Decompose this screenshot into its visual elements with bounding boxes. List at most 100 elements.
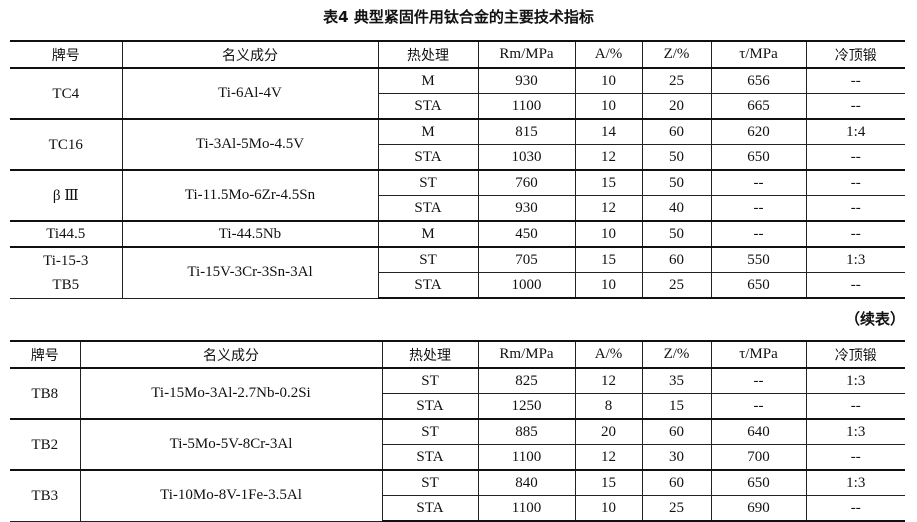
- z-cell: 25: [641, 272, 712, 299]
- tau-cell: --: [710, 220, 807, 248]
- cold-cell: --: [805, 393, 905, 420]
- composition-cell: Ti-3Al-5Mo-4.5V: [121, 118, 379, 171]
- table-body: TC4 Ti-6Al-4V M 930 10 25 656 -- STA 1100 10 20 665-…: [10, 67, 905, 299]
- tau-cell: --: [710, 169, 807, 196]
- column-header: 牌号: [10, 340, 81, 369]
- column-header: 冷顶锻: [805, 340, 905, 369]
- rm-cell: 930: [477, 67, 576, 94]
- treatment-cell: ST: [381, 418, 479, 445]
- cold-cell: --: [805, 444, 905, 471]
- table-row: TC4 Ti-6Al-4V M 930 10 25 656 --: [10, 67, 905, 120]
- header-row: 牌号 名义成分 热处理 Rm/MPa A/% Z/% τ/MPa 冷顶锻: [10, 340, 905, 369]
- rm-cell: 705: [477, 246, 576, 273]
- cold-cell: --: [805, 169, 905, 196]
- composition-cell: Ti-6Al-4V: [121, 67, 379, 120]
- cold-cell: 1:4: [805, 118, 905, 145]
- rm-cell: 1250: [477, 393, 576, 420]
- z-cell: 60: [641, 118, 712, 145]
- tau-cell: 656: [710, 67, 807, 94]
- column-header: Rm/MPa: [477, 40, 576, 69]
- a-cell: 10: [574, 495, 643, 522]
- column-header: 名义成分: [79, 340, 383, 369]
- composition-cell: Ti-11.5Mo-6Zr-4.5Sn: [121, 169, 379, 222]
- tau-cell: 650: [710, 272, 807, 299]
- rm-cell: 815: [477, 118, 576, 145]
- grade-cell: Ti-15-3 TB5: [10, 246, 123, 299]
- tau-cell: --: [710, 367, 807, 394]
- treatment-cell: ST: [377, 169, 479, 196]
- cold-cell: --: [805, 495, 905, 522]
- treatment-cell: STA: [378, 195, 479, 222]
- table-row: Ti-15-3 TB5 Ti-15V-3Cr-3Sn-3Al ST 705 15 60 550…: [10, 246, 905, 299]
- z-cell: 35: [641, 367, 712, 394]
- rm-cell: 1030: [477, 144, 576, 171]
- rm-cell: 840: [477, 469, 576, 496]
- grade-cell: TC4: [10, 67, 123, 120]
- z-cell: 40: [641, 195, 712, 222]
- grade-cell: TC16: [10, 118, 123, 171]
- cold-cell: 1:3: [805, 469, 905, 496]
- table-row: TC16 Ti-3Al-5Mo-4.5V M 815 14 60 620 1:4: [10, 118, 905, 171]
- a-cell: 20: [574, 418, 643, 445]
- z-cell: 60: [641, 469, 712, 496]
- z-cell: 50: [641, 220, 712, 248]
- cold-cell: --: [805, 220, 905, 248]
- treatment-cell: STA: [378, 93, 479, 120]
- grade-cell: TB2: [10, 418, 81, 471]
- column-header: 牌号: [10, 40, 123, 69]
- composition-cell: Ti-10Mo-8V-1Fe-3.5Al: [79, 469, 383, 522]
- composition-cell: Ti-15V-3Cr-3Sn-3Al: [121, 246, 379, 299]
- treatment-cell: M: [377, 118, 479, 145]
- treatment-cell: M: [377, 67, 479, 94]
- cold-cell: 1:3: [805, 246, 905, 273]
- a-cell: 10: [574, 220, 643, 248]
- tau-cell: 550: [710, 246, 807, 273]
- column-header: 热处理: [381, 340, 479, 369]
- column-header: Rm/MPa: [477, 340, 576, 369]
- a-cell: 8: [574, 393, 643, 420]
- table-row: Ti44.5 Ti-44.5Nb M 450 10 50 -- --: [10, 220, 905, 248]
- a-cell: 15: [574, 169, 643, 196]
- grade-cell: TB8: [10, 367, 81, 420]
- rm-cell: 450: [477, 220, 576, 248]
- grade-cell: TB3: [10, 469, 81, 522]
- treatment-cell: STA: [382, 495, 479, 522]
- treatment-cell: ST: [381, 469, 479, 496]
- table-row: STA 1250 8 15 -- --: [10, 393, 905, 420]
- a-cell: 12: [574, 367, 643, 394]
- z-cell: 20: [641, 93, 712, 120]
- cold-cell: --: [805, 272, 905, 299]
- alloy-table: 牌号 名义成分 热处理 Rm/MPa A/% Z/% τ/MPa 冷顶锻 TC4 Ti-6Al-…: [10, 40, 905, 299]
- rm-cell: 760: [477, 169, 576, 196]
- z-cell: 30: [641, 444, 712, 471]
- tau-cell: 665: [710, 93, 807, 120]
- treatment-cell: ST: [377, 246, 479, 273]
- composition-cell: Ti-15Mo-3Al-2.7Nb-0.2Si: [79, 367, 383, 420]
- continued-label: （续表）: [844, 310, 905, 328]
- column-header: 冷顶锻: [805, 40, 905, 69]
- table-row: STA 1000 10 25 650 --: [10, 272, 905, 299]
- a-cell: 12: [574, 444, 643, 471]
- rm-cell: 1100: [477, 444, 576, 471]
- tau-cell: 620: [710, 118, 807, 145]
- a-cell: 15: [574, 246, 643, 273]
- rm-cell: 1100: [477, 495, 576, 522]
- a-cell: 10: [574, 272, 643, 299]
- z-cell: 25: [641, 495, 712, 522]
- cold-cell: --: [805, 144, 905, 171]
- cold-cell: --: [805, 67, 905, 94]
- table-row: STA 1030 12 50 650 --: [10, 144, 905, 171]
- z-cell: 50: [641, 169, 712, 196]
- treatment-cell: STA: [382, 393, 479, 420]
- tau-cell: --: [710, 393, 807, 420]
- treatment-cell: M: [377, 220, 479, 248]
- table-row: STA 1100 12 30 700 --: [10, 444, 905, 471]
- composition-cell: Ti-5Mo-5V-8Cr-3Al: [79, 418, 383, 471]
- composition-cell: Ti-44.5Nb: [121, 220, 379, 248]
- table-body: TB8 Ti-15Mo-3Al-2.7Nb-0.2Si ST 825 12 35 -- 1:3…: [10, 367, 905, 522]
- tau-cell: 650: [710, 469, 807, 496]
- rm-cell: 930: [477, 195, 576, 222]
- tau-cell: 650: [710, 144, 807, 171]
- tau-cell: --: [710, 195, 807, 222]
- header-row: 牌号 名义成分 热处理 Rm/MPa A/% Z/% τ/MPa 冷顶锻: [10, 40, 905, 69]
